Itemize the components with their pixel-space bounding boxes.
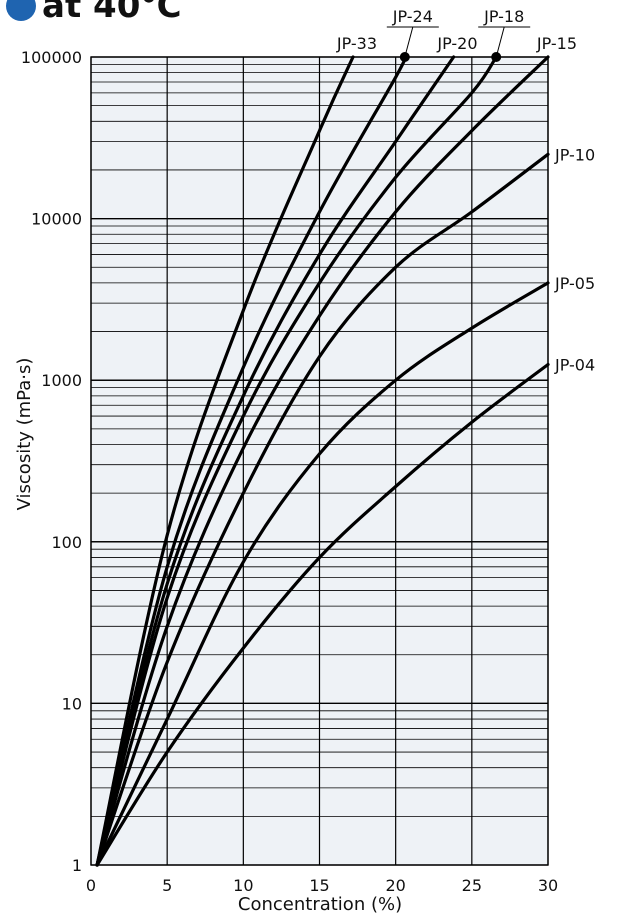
series-line-jp-18	[95, 55, 498, 867]
callout-leader	[495, 26, 505, 58]
x-tick-label: 15	[309, 876, 329, 895]
x-tick-label: 5	[162, 876, 172, 895]
series-line-jp-33	[95, 55, 355, 867]
series-label-jp-33: JP-33	[336, 34, 377, 53]
series-label-jp-18: JP-18	[483, 7, 524, 26]
y-tick-label: 10	[62, 694, 82, 713]
x-tick-label: 20	[385, 876, 405, 895]
title-dot-icon	[6, 0, 36, 21]
y-axis-label: Viscosity (mPa·s)	[14, 358, 35, 511]
chart-title-text: at 40℃	[42, 0, 182, 26]
series-line-jp-20	[95, 55, 456, 867]
x-tick-label: 0	[86, 876, 96, 895]
y-tick-label: 10000	[31, 210, 82, 229]
series-label-jp-05: JP-05	[554, 274, 595, 293]
series-label-jp-10: JP-10	[554, 145, 595, 164]
x-tick-label: 30	[538, 876, 558, 895]
curves	[95, 55, 550, 867]
x-axis-ticks: 0 5 10 15 20 25 30	[86, 876, 558, 895]
x-tick-label: 10	[233, 876, 253, 895]
series-label-jp-24: JP-24	[392, 7, 433, 26]
y-tick-label: 100000	[21, 48, 82, 67]
chart-title: at 40℃	[6, 0, 182, 26]
y-axis-ticks: 1 10 100 1000 10000 100000	[21, 48, 82, 875]
x-axis-label: Concentration (%)	[238, 894, 402, 915]
series-line-jp-10	[95, 152, 550, 867]
series-line-jp-05	[95, 281, 550, 867]
series-line-jp-04	[95, 362, 550, 867]
callout-leader	[404, 26, 414, 58]
x-tick-label: 25	[462, 876, 482, 895]
series-label-jp-20: JP-20	[436, 34, 477, 53]
series-line-jp-24	[95, 55, 407, 867]
y-tick-label: 1000	[41, 371, 82, 390]
series-label-jp-15: JP-15	[536, 34, 577, 53]
plot-frame	[90, 56, 549, 866]
series-line-jp-15	[95, 55, 550, 867]
y-tick-label: 100	[51, 533, 82, 552]
grid	[90, 56, 549, 866]
series-label-jp-04: JP-04	[554, 356, 595, 375]
y-tick-label: 1	[72, 856, 82, 875]
